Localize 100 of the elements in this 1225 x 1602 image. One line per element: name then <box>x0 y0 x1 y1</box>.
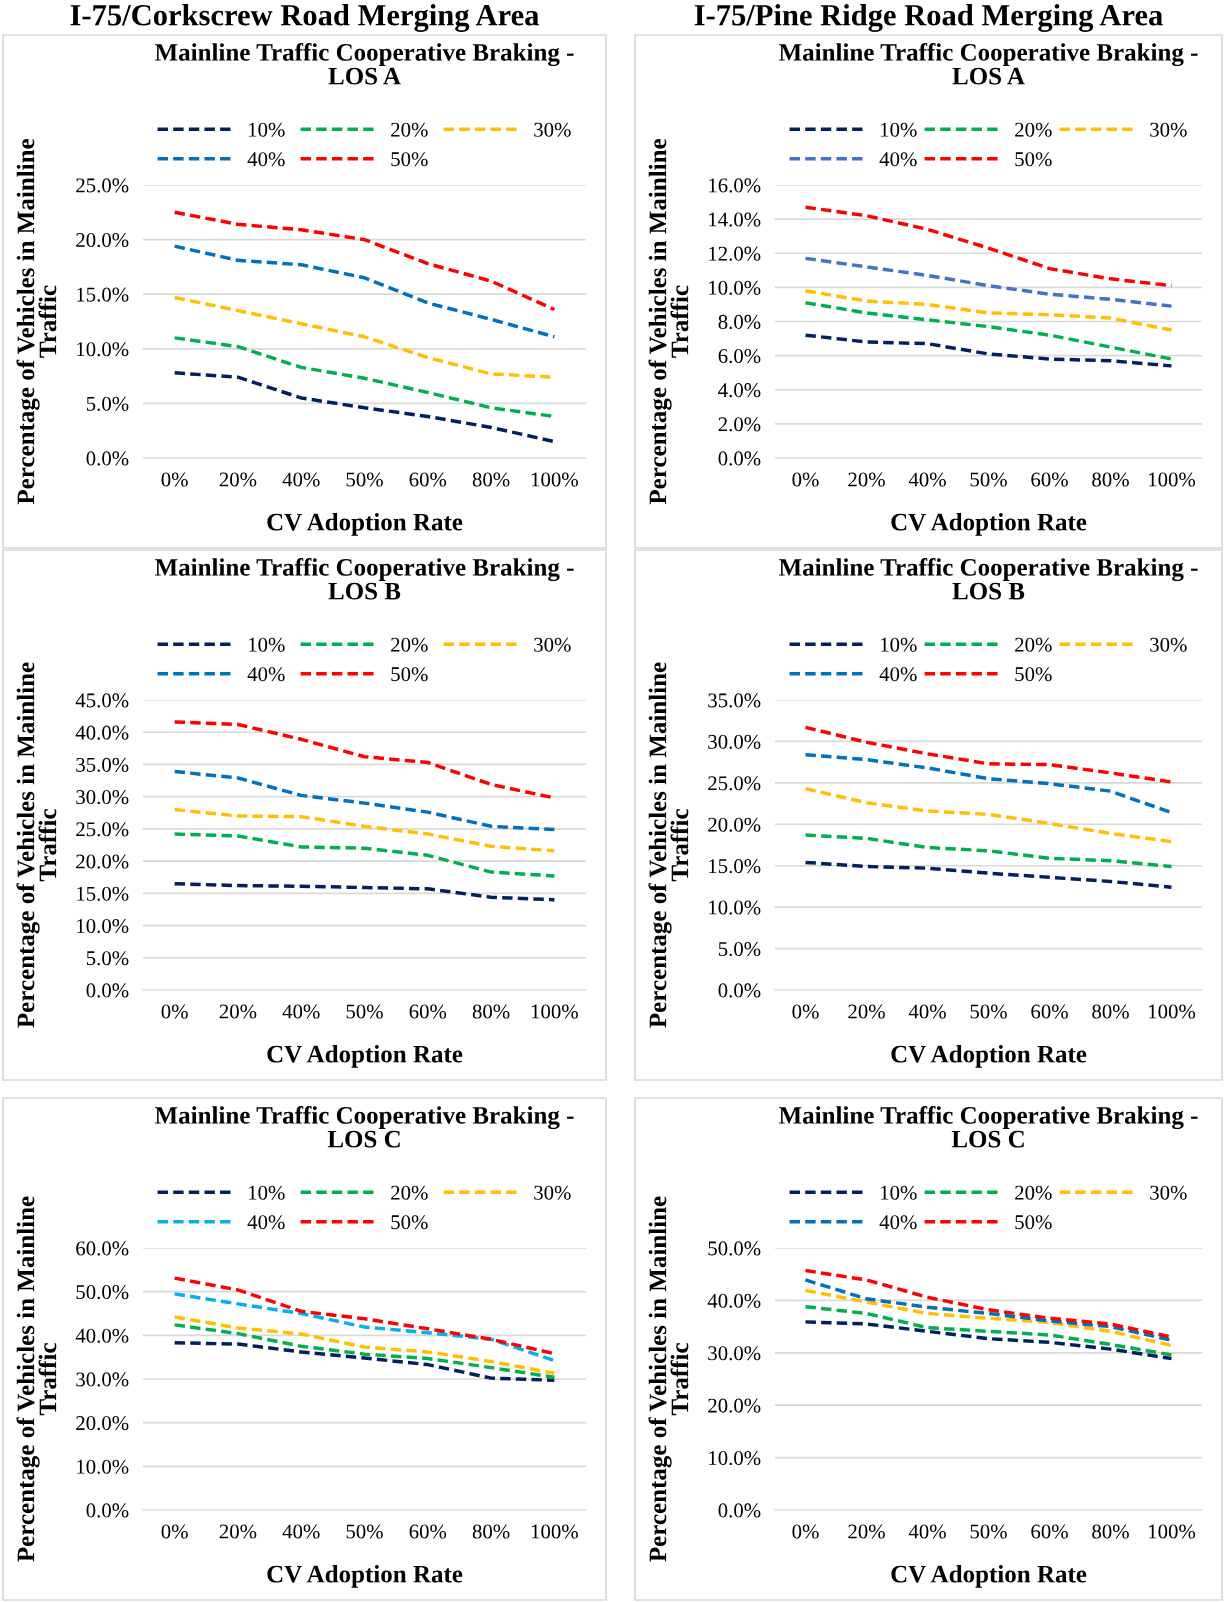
x-tick-label: 40% <box>282 1004 320 1019</box>
legend-label: 40% <box>247 1215 285 1230</box>
y-tick-label: 10.0% <box>709 900 761 915</box>
y-tick-label: 0.0% <box>86 451 129 466</box>
x-tick-label: 20% <box>848 1524 885 1539</box>
y-tick-label: 8.0% <box>718 314 761 330</box>
legend-label: 20% <box>1015 122 1052 137</box>
legend-label: 10% <box>249 1185 285 1200</box>
line-series <box>172 210 557 312</box>
y-tick-label: 0.0% <box>718 983 761 998</box>
chart-title: Mainline Traffic Cooperative Braking - LOS C <box>154 1106 574 1148</box>
line-series <box>803 833 1174 869</box>
y-tick-label: 15.0% <box>77 886 129 901</box>
legend-label: 50% <box>1015 1215 1052 1230</box>
y-tick-label: 20.0% <box>708 817 761 832</box>
x-tick-label: 0% <box>792 1004 819 1019</box>
y-tick-label: 40.0% <box>75 725 129 740</box>
legend-label: 30% <box>1150 637 1187 652</box>
x-tick-label: 80% <box>1092 472 1129 487</box>
y-tick-label: 6.0% <box>718 349 761 364</box>
x-tick-label: 50% <box>346 1004 383 1019</box>
x-tick-label: 60% <box>409 1004 447 1019</box>
x-axis-title: CV Adoption Rate <box>891 513 1087 536</box>
line-series <box>803 860 1174 889</box>
line-series <box>172 244 557 339</box>
legend-label: 10% <box>881 1185 917 1200</box>
y-axis-title: Percentage of Vehicles in Mainline Traffic <box>16 662 57 1028</box>
x-tick-label: 60% <box>409 472 447 487</box>
x-tick-label: 0% <box>161 1004 188 1019</box>
y-tick-label: 30.0% <box>708 1346 761 1361</box>
x-axis-title: CV Adoption Rate <box>267 1565 463 1588</box>
y-tick-label: 5.0% <box>86 396 129 411</box>
x-tick-label: 100% <box>531 1004 578 1019</box>
x-axis-title: CV Adoption Rate <box>267 513 463 536</box>
y-tick-label: 14.0% <box>709 212 761 227</box>
line-series <box>172 807 557 853</box>
y-tick-label: 30.0% <box>76 790 129 805</box>
text: I-75/Corkscrew Road Merging Area <box>70 4 539 32</box>
line-series <box>172 881 557 902</box>
x-tick-label: 20% <box>848 1004 885 1019</box>
line-series <box>803 725 1174 784</box>
chart-title: Mainline Traffic Cooperative Braking - LOS B <box>778 558 1198 600</box>
line-series <box>803 1288 1174 1348</box>
line-series <box>803 300 1174 361</box>
y-tick-label: 35.0% <box>76 757 129 772</box>
x-tick-label: 60% <box>409 1524 447 1539</box>
legend-label: 20% <box>391 637 428 652</box>
y-tick-label: 20.0% <box>76 232 129 248</box>
legend-label: 10% <box>881 122 917 137</box>
line-series <box>172 1315 557 1376</box>
y-tick-label: 16.0% <box>709 178 761 193</box>
y-tick-label: 25.0% <box>708 776 761 791</box>
y-tick-label: 30.0% <box>708 734 761 749</box>
x-tick-label: 100% <box>1149 1524 1196 1539</box>
y-axis-title: Percentage of Vehicles in Mainline Traffic <box>648 1196 689 1562</box>
y-tick-label: 2.0% <box>718 417 761 432</box>
legend-label: 30% <box>1150 122 1187 137</box>
x-tick-label: 100% <box>531 472 578 487</box>
x-tick-label: 20% <box>219 1004 257 1019</box>
line-series <box>803 333 1174 368</box>
legend-label: 30% <box>1150 1185 1187 1200</box>
x-tick-label: 80% <box>472 472 510 487</box>
y-tick-label: 25.0% <box>76 178 129 193</box>
legend-label: 30% <box>534 1185 571 1200</box>
legend-label: 40% <box>247 152 285 167</box>
x-tick-label: 80% <box>472 1004 510 1019</box>
y-tick-label: 5.0% <box>86 951 129 966</box>
x-tick-label: 60% <box>1031 1524 1068 1539</box>
y-tick-label: 10.0% <box>77 1459 129 1474</box>
line-series <box>172 1341 557 1383</box>
x-tick-label: 0% <box>792 472 819 487</box>
y-tick-label: 25.0% <box>76 822 129 837</box>
legend-label: 30% <box>534 637 571 652</box>
line-series <box>803 786 1174 844</box>
legend-label: 30% <box>534 122 571 137</box>
y-tick-label: 45.0% <box>75 693 129 708</box>
x-tick-label: 50% <box>346 472 383 487</box>
legend-label: 20% <box>1015 637 1052 652</box>
x-tick-label: 100% <box>531 1524 578 1539</box>
line-series <box>803 1320 1174 1361</box>
y-tick-label: 20.0% <box>708 1398 761 1413</box>
x-tick-label: 60% <box>1031 1004 1068 1019</box>
line-series <box>172 769 557 832</box>
line-series <box>803 1304 1174 1357</box>
y-tick-label: 0.0% <box>86 983 129 998</box>
y-axis-title: Percentage of Vehicles in Mainline Traffic <box>16 139 57 505</box>
y-tick-label: 30.0% <box>76 1372 129 1387</box>
legend-label: 50% <box>391 152 428 167</box>
x-tick-label: 0% <box>161 1524 188 1539</box>
y-axis-title: Percentage of Vehicles in Mainline Traffic <box>648 139 689 505</box>
y-tick-label: 40.0% <box>707 1293 761 1308</box>
x-tick-label: 100% <box>1149 1004 1196 1019</box>
legend-label: 50% <box>1015 667 1052 682</box>
x-tick-label: 20% <box>219 1524 257 1539</box>
legend-label: 10% <box>249 637 285 652</box>
line-series <box>803 205 1174 288</box>
legend-label: 40% <box>879 667 917 682</box>
y-tick-label: 40.0% <box>75 1328 129 1343</box>
x-tick-label: 40% <box>908 1524 946 1539</box>
y-axis-title: Percentage of Vehicles in Mainline Traffic <box>16 1196 57 1562</box>
